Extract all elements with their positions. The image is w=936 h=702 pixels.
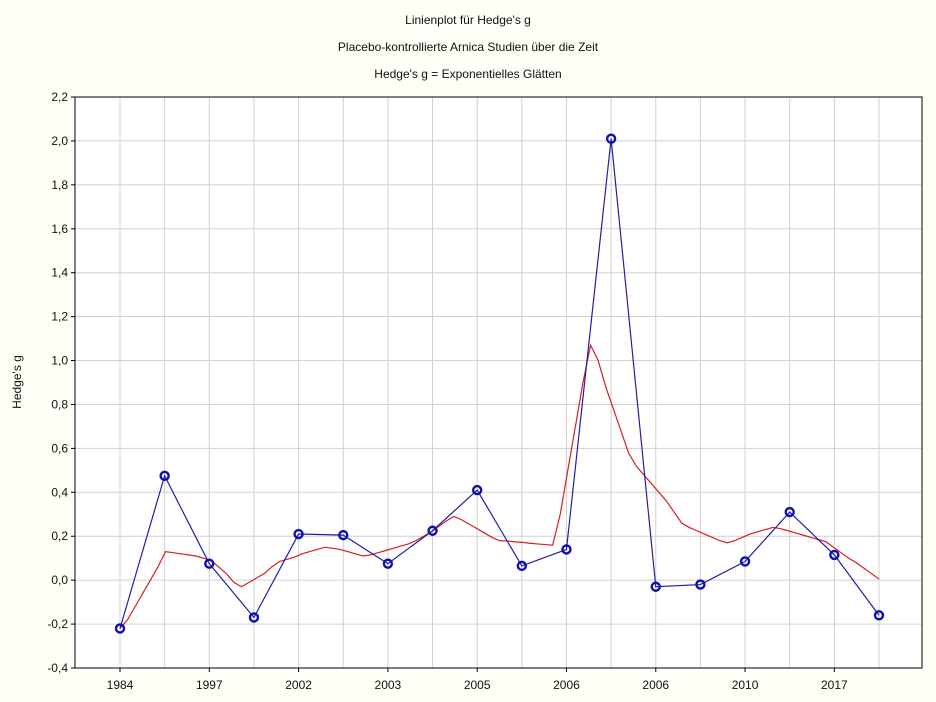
x-tick-label: 2003 bbox=[375, 678, 402, 692]
data-point bbox=[427, 525, 438, 536]
smoothed-series-line bbox=[119, 343, 880, 629]
y-tick-label: 0,2 bbox=[51, 529, 68, 543]
x-tick-label: 2005 bbox=[464, 678, 491, 692]
y-tick-label: 0,8 bbox=[51, 397, 68, 411]
hedges-g-series-line bbox=[119, 138, 880, 629]
data-point bbox=[516, 560, 528, 572]
y-tick-label: 1,2 bbox=[51, 310, 68, 324]
y-tick-label: 1,4 bbox=[51, 266, 68, 280]
chart-subtitle-2: Hedge's g = Exponentielles Glätten bbox=[374, 67, 562, 81]
data-point bbox=[248, 612, 260, 623]
y-tick-label: 0,0 bbox=[51, 573, 68, 587]
data-point bbox=[784, 506, 795, 518]
data-point bbox=[114, 623, 126, 634]
y-tick-label: 2,2 bbox=[51, 90, 68, 104]
plot-frame bbox=[74, 96, 923, 669]
data-point bbox=[338, 529, 349, 541]
y-tick-label: 1,0 bbox=[51, 354, 68, 368]
data-point bbox=[293, 528, 304, 540]
data-point bbox=[605, 133, 617, 144]
y-tick-label: 1,6 bbox=[51, 222, 68, 236]
y-tick-label: 2,0 bbox=[51, 134, 68, 148]
plot-background bbox=[75, 97, 922, 668]
x-tick-label: 2017 bbox=[821, 678, 848, 692]
x-tick-label: 2002 bbox=[285, 678, 312, 692]
x-tick-label: 2010 bbox=[732, 678, 759, 692]
data-point bbox=[561, 544, 572, 555]
data-point bbox=[204, 558, 215, 569]
data-point bbox=[829, 549, 840, 561]
data-point bbox=[695, 579, 706, 590]
x-tick-label: 1997 bbox=[196, 678, 223, 692]
y-tick-label: 0,4 bbox=[51, 485, 68, 499]
x-tick-label: 1984 bbox=[107, 678, 134, 692]
x-tick-label: 2006 bbox=[642, 678, 669, 692]
x-tick-label: 2006 bbox=[553, 678, 580, 692]
data-point bbox=[873, 610, 885, 621]
y-tick-label: 0,6 bbox=[51, 441, 68, 455]
chart-subtitle: Placebo-kontrollierte Arnica Studien übe… bbox=[337, 40, 599, 54]
data-point bbox=[650, 581, 661, 592]
data-point bbox=[471, 484, 483, 496]
chart-title: Linienplot für Hedge's g bbox=[405, 13, 531, 27]
data-point bbox=[159, 470, 170, 482]
y-tick-label: 1,8 bbox=[51, 178, 68, 192]
y-tick-label: -0,2 bbox=[47, 617, 68, 631]
y-tick-label: -0,4 bbox=[47, 661, 68, 675]
data-point bbox=[739, 556, 751, 567]
data-point bbox=[382, 558, 394, 569]
